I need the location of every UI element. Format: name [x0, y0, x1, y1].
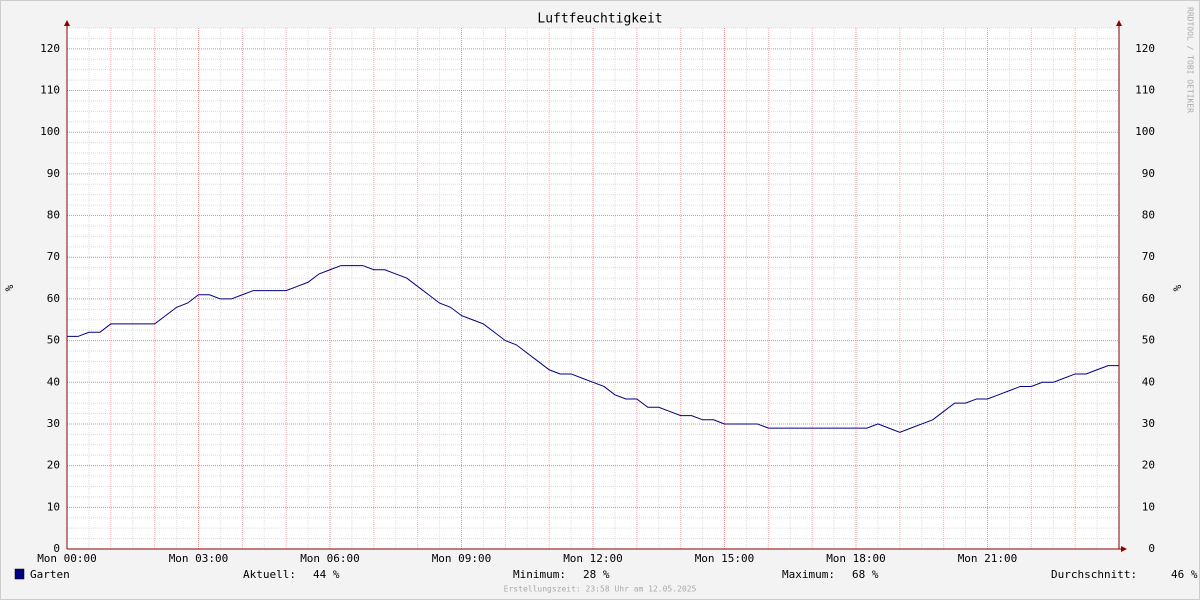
axis-arrow — [1121, 546, 1127, 552]
y2-tick-label: 40 — [1142, 375, 1155, 388]
stat-value: 44 % — [313, 568, 340, 581]
x-tick-label: Mon 03:00 — [169, 552, 229, 565]
y-tick-label: 40 — [47, 375, 60, 388]
y2-tick-label: 90 — [1142, 167, 1155, 180]
y-tick-label: 50 — [47, 334, 60, 347]
x-tick-label: Mon 06:00 — [300, 552, 360, 565]
grid — [66, 27, 1120, 550]
stat-label: Aktuell: — [243, 568, 296, 581]
y-tick-label: 0 — [53, 542, 60, 555]
y2-tick-label: 0 — [1148, 542, 1155, 555]
data-line — [67, 265, 1119, 433]
axis-arrow — [1116, 20, 1122, 26]
x-tick-label: Mon 15:00 — [695, 552, 755, 565]
y-tick-label: 30 — [47, 417, 60, 430]
y2-tick-label: 50 — [1142, 334, 1155, 347]
stat-value: 68 % — [852, 568, 879, 581]
y2-tick-label: 110 — [1135, 84, 1155, 97]
stat-label: Minimum: — [513, 568, 566, 581]
stat-label: Maximum: — [782, 568, 835, 581]
x-tick-label: Mon 21:00 — [958, 552, 1018, 565]
y-tick-label: 90 — [47, 167, 60, 180]
y2-tick-label: 60 — [1142, 292, 1155, 305]
y-axis-label: % — [3, 284, 16, 291]
watermark: RRDTOOL / TOBI OETIKER — [1186, 7, 1195, 113]
y-tick-label: 80 — [47, 209, 60, 222]
y2-tick-label: 30 — [1142, 417, 1155, 430]
y2-tick-label: 20 — [1142, 459, 1155, 472]
y-tick-label: 60 — [47, 292, 60, 305]
y2-tick-label: 80 — [1142, 209, 1155, 222]
marks — [67, 265, 1119, 433]
stat-label: Durchschnitt: — [1051, 568, 1137, 581]
y2-axis-label: % — [1171, 284, 1184, 291]
legend-label: Garten — [30, 568, 70, 581]
y2-tick-label: 100 — [1135, 125, 1155, 138]
y-tick-label: 100 — [40, 125, 60, 138]
y-tick-label: 20 — [47, 459, 60, 472]
x-tick-label: Mon 00:00 — [37, 552, 97, 565]
x-tick-label: Mon 18:00 — [826, 552, 886, 565]
footer: Erstellungszeit: 23:58 Uhr am 12.05.2025 — [504, 585, 697, 594]
y-tick-label: 70 — [47, 250, 60, 263]
y2-tick-label: 10 — [1142, 500, 1155, 513]
y2-tick-label: 70 — [1142, 250, 1155, 263]
x-tick-label: Mon 12:00 — [563, 552, 623, 565]
y2-tick-label: 120 — [1135, 42, 1155, 55]
x-tick-label: Mon 09:00 — [432, 552, 492, 565]
y-tick-label: 110 — [40, 84, 60, 97]
chart-title: Luftfeuchtigkeit — [537, 12, 662, 27]
stat-value: 46 % — [1171, 568, 1198, 581]
y-tick-label: 10 — [47, 500, 60, 513]
legend-swatch — [14, 568, 25, 580]
y-tick-label: 120 — [40, 42, 60, 55]
stat-value: 28 % — [583, 568, 610, 581]
axis-arrow — [64, 20, 70, 26]
